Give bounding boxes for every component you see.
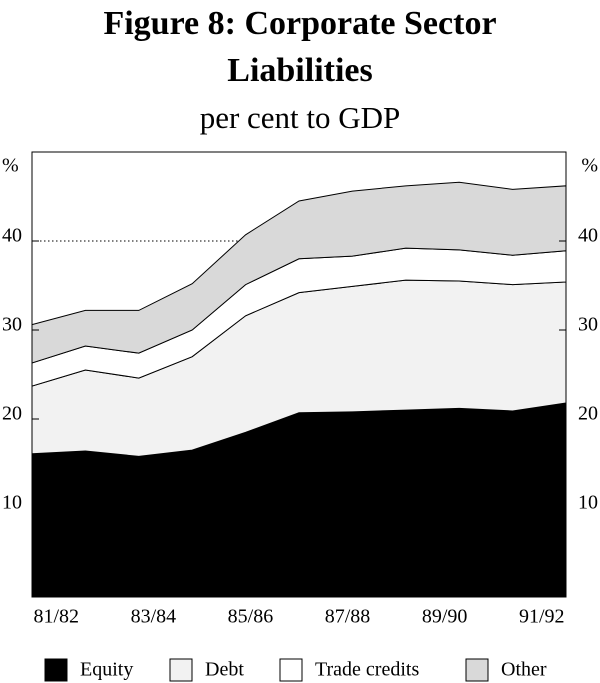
x-tick-label: 81/82 bbox=[33, 606, 79, 628]
x-tick-label: 85/86 bbox=[228, 606, 274, 628]
y-tick-label: 10 bbox=[578, 492, 598, 514]
y-tick-label: 40 bbox=[2, 225, 22, 247]
header: Figure 8: Corporate Sector Liabilities p… bbox=[100, 0, 500, 138]
legend-label: Other bbox=[501, 659, 547, 681]
y-tick-label: 20 bbox=[578, 403, 598, 425]
legend-swatch bbox=[44, 658, 68, 682]
y-axis-label: % bbox=[2, 155, 19, 177]
chart-subtitle: per cent to GDP bbox=[199, 100, 401, 135]
y-axis-label: % bbox=[581, 155, 598, 177]
y-tick-label: 30 bbox=[578, 314, 598, 336]
x-tick-label: 87/88 bbox=[325, 606, 371, 628]
y-tick-label: 20 bbox=[2, 403, 22, 425]
legend-label: Trade credits bbox=[315, 659, 419, 681]
legend-swatch bbox=[465, 658, 489, 682]
y-tick-label: 10 bbox=[2, 492, 22, 514]
x-tick-label: 91/92 bbox=[519, 606, 565, 628]
legend-swatch bbox=[279, 658, 303, 682]
chart-title: Figure 8: Corporate Sector Liabilities bbox=[103, 5, 497, 89]
legend-swatch bbox=[169, 658, 193, 682]
y-tick-label: 40 bbox=[578, 225, 598, 247]
plot-frame bbox=[31, 151, 567, 598]
legend-label: Equity bbox=[80, 659, 133, 681]
y-tick-label: 30 bbox=[2, 314, 22, 336]
x-tick-label: 89/90 bbox=[422, 606, 468, 628]
x-tick-label: 83/84 bbox=[131, 606, 177, 628]
legend-label: Debt bbox=[205, 659, 244, 681]
